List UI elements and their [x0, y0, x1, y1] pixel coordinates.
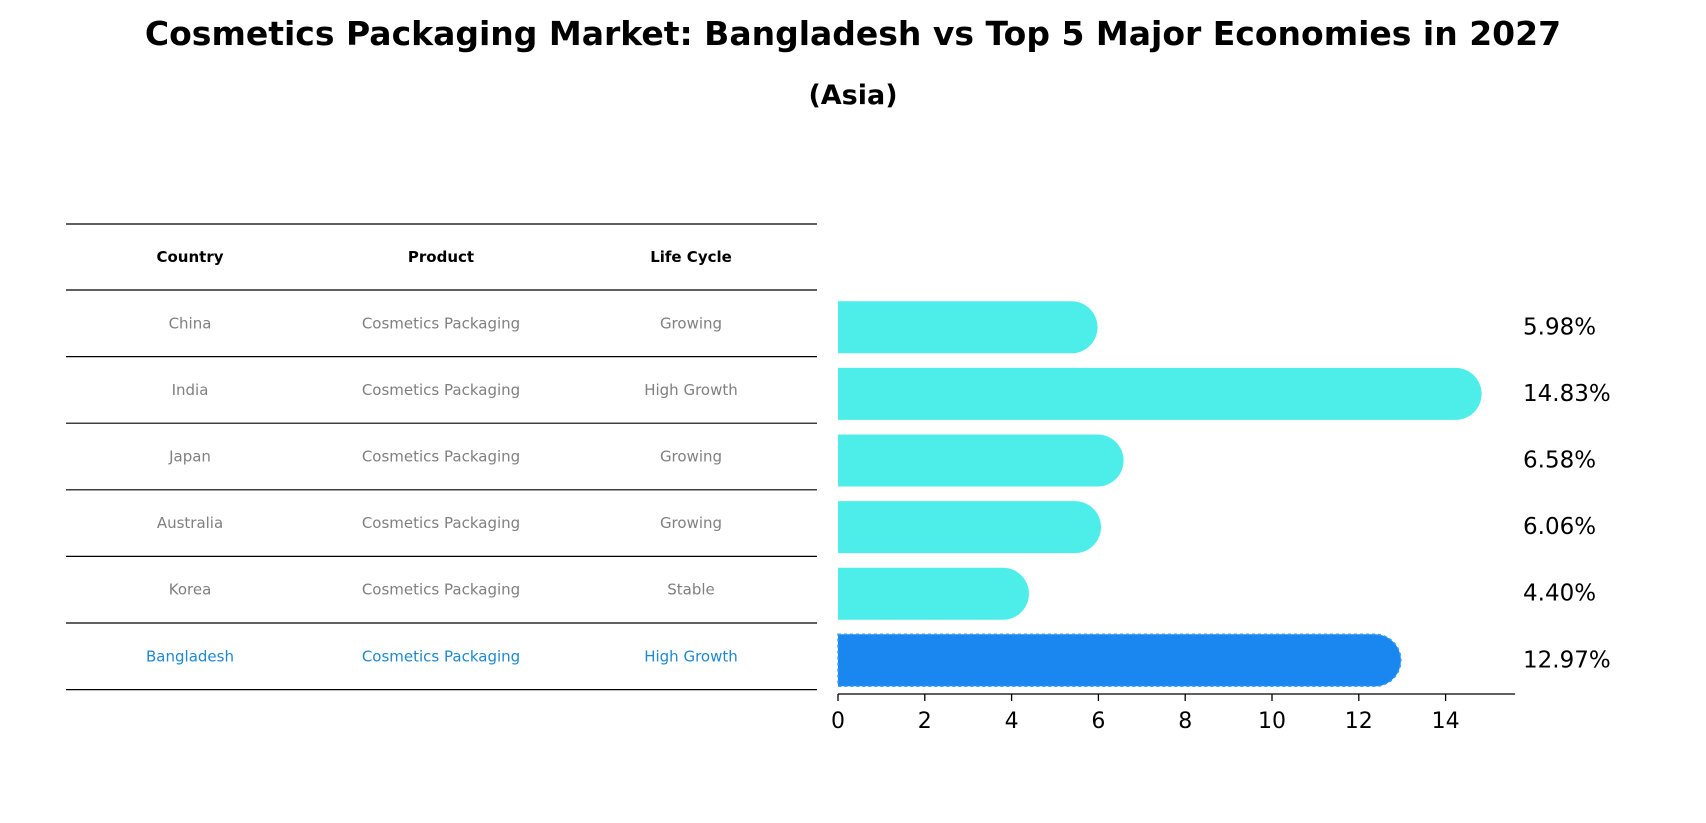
- table-row-japan: Japan Cosmetics Packaging Growing: [168, 448, 722, 466]
- x-tick-label: 14: [1432, 709, 1460, 734]
- x-tick-label: 4: [1005, 709, 1019, 734]
- table-cell-product: Cosmetics Packaging: [362, 448, 520, 466]
- bar-china: [838, 301, 1098, 354]
- x-tick-label: 10: [1258, 709, 1286, 734]
- table-cell-life-cycle: High Growth: [644, 381, 738, 399]
- table-cell-country: India: [172, 381, 209, 399]
- data-table: Country Product Life Cycle China Cosmetics P…: [66, 223, 817, 691]
- bar-australia: [838, 501, 1102, 554]
- table-cell-life-cycle: Growing: [660, 314, 722, 332]
- table-cell-product: Cosmetics Packaging: [362, 514, 520, 532]
- x-tick-label: 0: [831, 709, 845, 734]
- bar-india: [838, 367, 1482, 420]
- table-header-country: Country: [156, 248, 223, 266]
- x-axis: 0 2 4 6 8 10 12 14: [831, 693, 1516, 734]
- table-cell-life-cycle: Growing: [660, 514, 722, 532]
- bar-value-label-bangladesh: 12.97%: [1523, 647, 1611, 673]
- table-row-bangladesh: Bangladesh Cosmetics Packaging High Growth: [146, 647, 738, 665]
- table-cell-product: Cosmetics Packaging: [362, 314, 520, 332]
- bar-value-label-india: 14.83%: [1523, 381, 1611, 407]
- bar-value-label-australia: 6.06%: [1523, 514, 1596, 540]
- bar-value-label-japan: 6.58%: [1523, 448, 1596, 474]
- table-cell-country: Korea: [169, 581, 212, 599]
- table-cell-country: Bangladesh: [146, 647, 234, 665]
- bar-korea: [838, 567, 1029, 620]
- bar-series: 5.98% 14.83% 6.58% 6.06% 4.40% 12.97%: [837, 301, 1611, 688]
- table-cell-country: China: [169, 314, 212, 332]
- table-row-china: China Cosmetics Packaging Growing: [169, 314, 722, 332]
- bar-bangladesh: [837, 633, 1402, 688]
- x-tick-label: 8: [1178, 709, 1192, 734]
- x-tick-label: 6: [1091, 709, 1105, 734]
- bar-value-label-korea: 4.40%: [1523, 581, 1596, 607]
- table-cell-country: Japan: [168, 448, 211, 466]
- table-cell-life-cycle: Stable: [667, 581, 715, 599]
- chart-subtitle: (Asia): [808, 80, 898, 111]
- table-cell-country: Australia: [157, 514, 223, 532]
- table-header-product: Product: [408, 248, 474, 266]
- table-cell-product: Cosmetics Packaging: [362, 581, 520, 599]
- table-cell-product: Cosmetics Packaging: [362, 647, 520, 665]
- x-tick-label: 12: [1345, 709, 1373, 734]
- table-row-india: India Cosmetics Packaging High Growth: [172, 381, 738, 399]
- bar-japan: [838, 434, 1124, 487]
- x-tick-label: 2: [918, 709, 932, 734]
- bar-value-label-china: 5.98%: [1523, 314, 1596, 340]
- table-cell-life-cycle: Growing: [660, 448, 722, 466]
- table-cell-life-cycle: High Growth: [644, 647, 738, 665]
- chart-title: Cosmetics Packaging Market: Bangladesh v…: [144, 14, 1562, 53]
- table-row-australia: Australia Cosmetics Packaging Growing: [157, 514, 722, 532]
- table-header-life-cycle: Life Cycle: [650, 248, 732, 266]
- table-cell-product: Cosmetics Packaging: [362, 381, 520, 399]
- table-row-korea: Korea Cosmetics Packaging Stable: [169, 581, 715, 599]
